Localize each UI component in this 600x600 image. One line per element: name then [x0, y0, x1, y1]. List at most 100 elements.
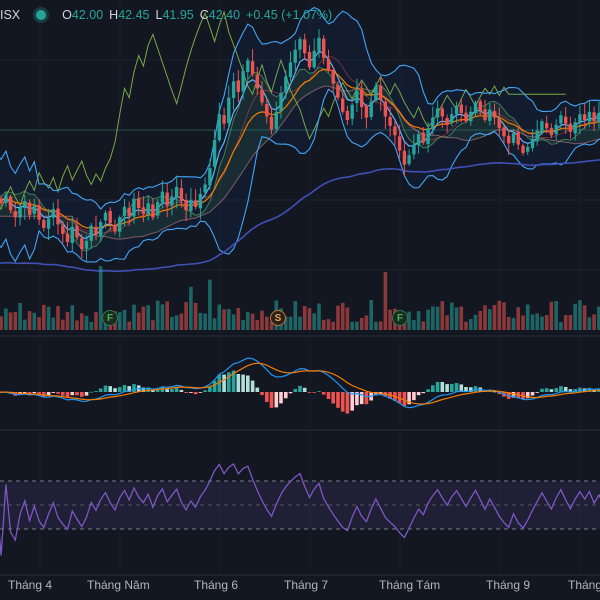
- macd-histogram-bar: [421, 392, 426, 394]
- volume-bar: [42, 304, 46, 330]
- candle-body: [326, 58, 331, 71]
- candle-body: [331, 69, 335, 84]
- volume-bar: [151, 320, 155, 330]
- candle-body: [488, 109, 492, 121]
- volume-bar: [127, 321, 131, 330]
- time-axis-label: Tháng Năm: [87, 578, 150, 592]
- volume-bar: [80, 313, 84, 330]
- volume-bar: [563, 315, 568, 330]
- candle-body: [545, 122, 549, 129]
- volume-bar: [288, 316, 293, 330]
- macd-histogram-bar: [340, 392, 345, 412]
- macd-histogram-bar: [122, 385, 127, 392]
- macd-histogram-bar: [227, 372, 231, 392]
- time-axis-label: Tháng 9: [486, 578, 531, 592]
- candle-body: [89, 225, 93, 241]
- macd-histogram-bar: [312, 392, 316, 393]
- volume-bars: [0, 266, 600, 330]
- marker-letter: S: [274, 312, 282, 324]
- macd-histogram-bar: [65, 392, 70, 398]
- macd-histogram-bar: [250, 380, 255, 392]
- candle-body: [236, 80, 240, 92]
- candle-body: [355, 90, 359, 104]
- candle-body: [141, 207, 146, 214]
- candle-body: [84, 240, 89, 249]
- macd-histogram-bar: [27, 392, 32, 395]
- volume-bar: [61, 319, 65, 330]
- candle-body: [165, 192, 169, 206]
- candlesticks: [0, 29, 600, 261]
- macd-histogram-bar: [464, 387, 468, 392]
- volume-bar: [454, 307, 459, 330]
- macd-histogram-bar: [530, 392, 535, 396]
- candle-body: [103, 212, 108, 221]
- volume-bar: [540, 316, 544, 330]
- candle-body: [193, 200, 198, 207]
- bollinger-lower: [0, 88, 600, 263]
- candle-body: [573, 122, 577, 134]
- volume-bar: [13, 311, 18, 330]
- volume-bar: [23, 319, 27, 330]
- candle-body: [383, 101, 388, 117]
- candle-body: [189, 199, 193, 211]
- macd-histogram-bar: [431, 385, 435, 392]
- candle-body: [8, 196, 13, 211]
- candle-body: [260, 89, 264, 103]
- event-marker-f-icon[interactable]: F: [102, 310, 118, 326]
- volume-bar: [578, 300, 582, 330]
- volume-bar: [492, 305, 497, 330]
- symbol-label[interactable]: ISX: [0, 8, 21, 22]
- event-marker-s-icon[interactable]: S: [270, 310, 286, 326]
- volume-bar: [502, 302, 506, 330]
- candle-body: [521, 145, 525, 153]
- macd-histogram-bar: [103, 385, 108, 392]
- candle-body: [274, 111, 278, 129]
- macd-histogram-bar: [160, 387, 165, 392]
- candle-body: [345, 110, 350, 120]
- candle-body: [378, 85, 383, 101]
- marker-letter: F: [106, 312, 114, 324]
- volume-bar: [383, 272, 388, 330]
- macd-histogram-bar: [174, 387, 179, 392]
- volume-bar: [70, 305, 75, 330]
- volume-bar: [350, 321, 354, 330]
- candle-body: [127, 207, 131, 217]
- high-value: 42.45: [118, 8, 150, 22]
- volume-bar: [51, 317, 56, 330]
- macd-histogram-bar: [469, 387, 473, 392]
- volume-bar: [421, 321, 426, 330]
- volume-bar: [255, 320, 260, 330]
- macd-histogram-bar: [75, 392, 79, 396]
- candle-body: [70, 226, 74, 243]
- candle-body: [151, 204, 155, 218]
- change-value: +0.45 (+1.07%): [246, 8, 333, 22]
- macd-histogram-bar: [355, 392, 359, 406]
- macd-histogram-bar: [416, 392, 421, 396]
- macd-histogram-bar: [117, 387, 122, 392]
- candle-body: [37, 205, 41, 220]
- volume-bar: [440, 301, 445, 330]
- time-axis-label: Tháng 7: [284, 578, 329, 592]
- candle-body: [568, 123, 573, 132]
- volume-bar: [317, 303, 321, 330]
- volume-bar: [241, 320, 245, 330]
- candle-body: [350, 104, 354, 119]
- macd-histogram-bar: [573, 389, 577, 392]
- candle-body: [231, 81, 236, 99]
- macd-histogram-bar: [336, 392, 340, 408]
- macd-histogram-bar: [293, 389, 298, 392]
- macd-signal-line: [0, 362, 600, 405]
- macd-histogram-bar: [554, 388, 558, 392]
- volume-bar: [56, 306, 60, 330]
- candle-body: [265, 104, 269, 117]
- macd-histogram-bar: [426, 389, 430, 392]
- candle-body: [113, 224, 117, 232]
- time-axis[interactable]: Tháng 4 Tháng Năm Tháng 6 Tháng 7 Tháng …: [0, 578, 600, 596]
- candle-body: [27, 202, 32, 215]
- macd-histogram-bar: [374, 392, 378, 396]
- macd-histogram-bar: [170, 389, 174, 392]
- event-marker-f-icon[interactable]: F: [392, 310, 408, 326]
- volume-bar: [65, 312, 70, 330]
- candle-body: [530, 138, 535, 149]
